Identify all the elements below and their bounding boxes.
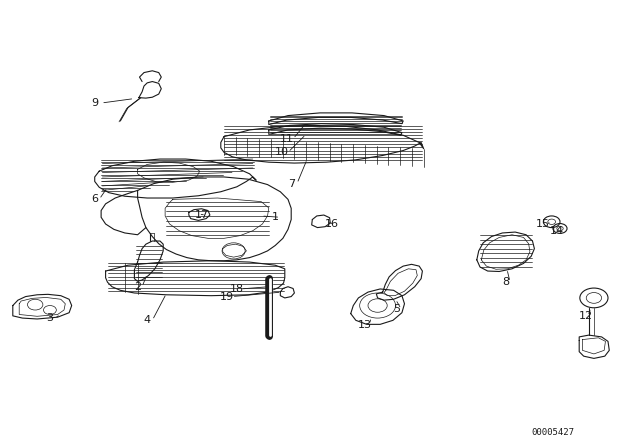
Text: 18: 18	[230, 284, 244, 294]
Text: 15: 15	[536, 219, 550, 229]
Text: 19: 19	[220, 292, 234, 302]
Text: 00005427: 00005427	[531, 428, 574, 437]
Text: 1: 1	[272, 212, 278, 222]
Text: 9: 9	[91, 98, 99, 108]
Text: 7: 7	[287, 179, 295, 189]
Text: 8: 8	[502, 277, 509, 287]
Text: 10: 10	[275, 147, 289, 157]
Text: 17: 17	[195, 210, 209, 220]
Text: 2: 2	[134, 282, 141, 292]
Text: 16: 16	[324, 219, 339, 229]
Text: 14: 14	[550, 226, 564, 236]
Text: 4: 4	[143, 315, 151, 325]
Text: 13: 13	[358, 320, 372, 330]
Text: 6: 6	[92, 194, 98, 204]
Text: 3: 3	[47, 313, 53, 323]
Text: 5: 5	[394, 304, 400, 314]
Text: 11: 11	[280, 134, 294, 144]
Text: 12: 12	[579, 311, 593, 321]
